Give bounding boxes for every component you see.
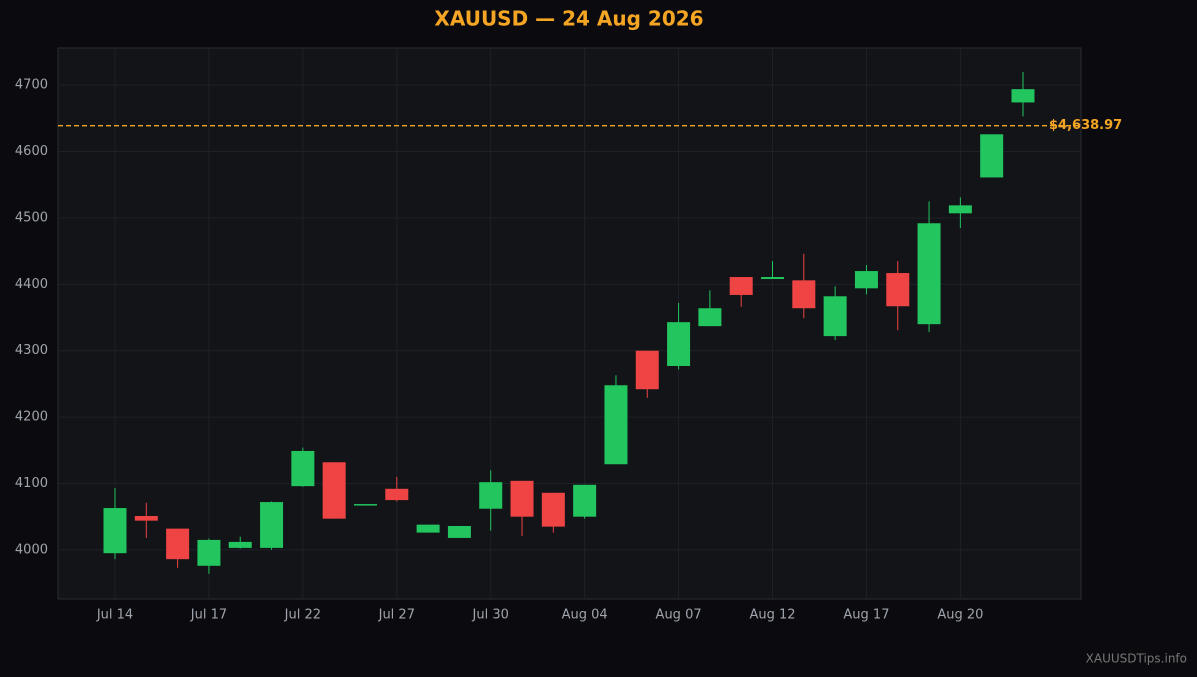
x-tick-label: Aug 12 [749,608,795,623]
x-tick-label: Jul 30 [472,608,509,623]
candle-body [479,482,503,509]
candle-body [698,308,722,327]
chart-title: XAUUSD — 24 Aug 2026 [434,7,703,31]
y-tick-label: 4200 [15,410,48,425]
watermark: XAUUSDTips.info [1086,652,1187,666]
x-tick-label: Aug 20 [937,608,983,623]
y-tick-label: 4600 [15,144,48,159]
price-label: $4,638.97 [1049,118,1122,133]
candle-body [792,280,816,309]
candle-body [260,502,284,548]
x-tick-label: Jul 14 [96,608,133,623]
candle-body [103,508,127,554]
candle-body [886,273,910,307]
candle-body [228,541,252,548]
candle-body [322,462,346,519]
candle-body [980,134,1004,178]
y-tick-label: 4500 [15,210,48,225]
y-tick-label: 4000 [15,542,48,557]
candle-body [510,480,534,517]
x-tick-label: Jul 27 [378,608,415,623]
candle-body [541,492,565,527]
candle-body [948,205,972,214]
y-tick-label: 4300 [15,343,48,358]
candle-body [1011,89,1035,103]
candle-body [385,488,409,501]
candle-body [854,271,878,289]
candle-body [667,322,691,366]
y-tick-label: 4700 [15,78,48,93]
x-tick-label: Aug 17 [843,608,889,623]
plot-area [57,47,1082,600]
candle-body [635,350,659,390]
candle-body [197,539,221,566]
x-tick-label: Aug 04 [562,608,608,623]
candle-body [573,484,597,517]
candle-body [761,277,785,280]
candle-body [917,223,941,325]
candle-body [729,277,753,295]
candle-body [166,528,190,560]
candle-body [447,525,471,538]
candle-body [604,385,628,465]
candle-body [416,524,440,533]
candle-body [353,504,377,506]
candle-body [823,296,847,337]
candle-body [134,516,158,521]
x-tick-label: Jul 17 [190,608,227,623]
x-tick-label: Aug 07 [656,608,702,623]
candle-body [291,450,315,487]
y-tick-label: 4100 [15,476,48,491]
y-tick-label: 4400 [15,277,48,292]
x-tick-label: Jul 22 [284,608,321,623]
